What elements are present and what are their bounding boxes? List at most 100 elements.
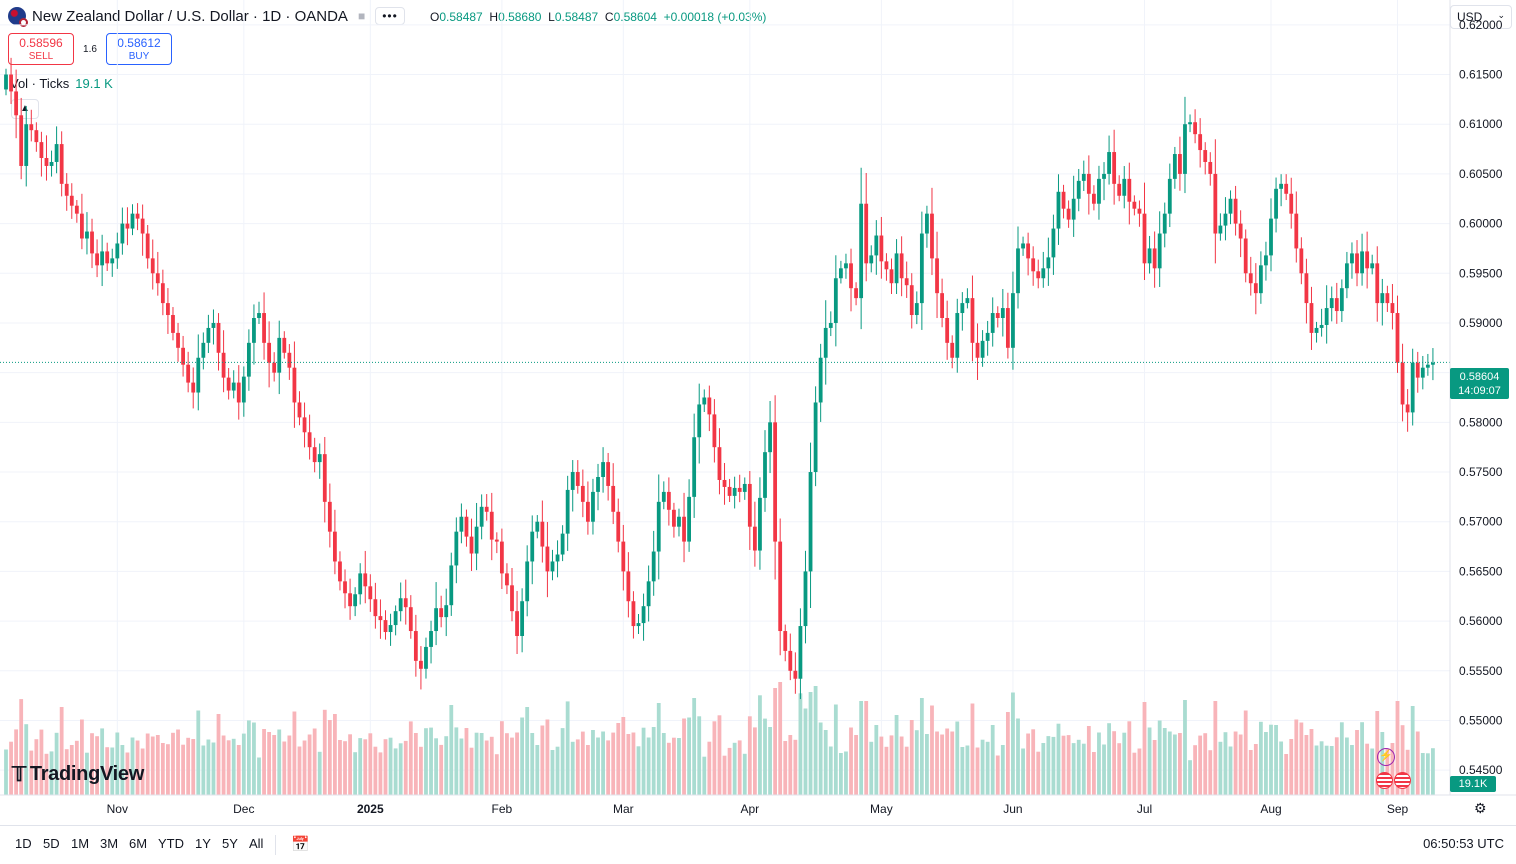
candle-body bbox=[85, 231, 89, 239]
candle-body bbox=[1167, 178, 1172, 214]
volume-bar bbox=[125, 752, 130, 795]
currency-selector[interactable]: USD ⌄ bbox=[1450, 5, 1512, 29]
time-axis: Nov Dec 2025 Feb Mar Apr May Jun Jul Aug Sep bbox=[0, 794, 1516, 816]
candle-body bbox=[1375, 263, 1380, 304]
candle-body bbox=[525, 561, 530, 602]
volume-bar bbox=[1431, 748, 1435, 795]
candle-body bbox=[489, 511, 494, 540]
volume-bar bbox=[186, 737, 191, 795]
volume-bar bbox=[1425, 753, 1430, 795]
volume-bar bbox=[1066, 735, 1071, 795]
volume-bar bbox=[985, 741, 990, 795]
candle-body bbox=[125, 223, 130, 229]
volume-bar bbox=[955, 721, 960, 795]
candle-body bbox=[434, 608, 438, 632]
candle-body bbox=[110, 258, 115, 264]
volume-bar bbox=[1157, 720, 1162, 795]
candle-body bbox=[1218, 225, 1223, 234]
volume-bar bbox=[1405, 749, 1410, 795]
candle-body bbox=[1319, 324, 1324, 328]
change-value: +0.00018 (+0.03%) bbox=[663, 10, 767, 24]
volume-bar bbox=[74, 740, 79, 795]
volume-bar bbox=[145, 733, 150, 795]
volume-bar bbox=[191, 739, 196, 795]
volume-bar bbox=[1400, 725, 1405, 795]
time-tick-label: Apr bbox=[740, 802, 759, 816]
volume-bar bbox=[39, 729, 44, 795]
candle-body bbox=[798, 626, 803, 679]
candle-body bbox=[272, 362, 277, 373]
price-tick-label: 0.61500 bbox=[1459, 68, 1503, 82]
range-button-6m[interactable]: 6M bbox=[129, 836, 148, 851]
us-flag-icon bbox=[1376, 772, 1393, 789]
range-button-all[interactable]: All bbox=[249, 836, 264, 851]
lightning-icon[interactable]: ⚡ bbox=[1377, 748, 1395, 766]
volume-bar bbox=[115, 732, 120, 795]
candle-body bbox=[1061, 191, 1066, 209]
candle-body bbox=[1031, 258, 1036, 272]
volume-bar bbox=[768, 727, 772, 795]
volume-bar bbox=[1360, 722, 1364, 795]
volume-bar bbox=[333, 714, 337, 795]
candle-body bbox=[246, 342, 251, 377]
economic-events-icon[interactable] bbox=[1376, 772, 1416, 790]
candle-body bbox=[960, 303, 965, 314]
candle-body bbox=[672, 509, 676, 527]
volume-bar bbox=[550, 750, 555, 795]
symbol-name[interactable]: New Zealand Dollar / U.S. Dollar · 1D · … bbox=[32, 7, 348, 25]
volume-bar bbox=[1137, 748, 1142, 795]
symbol-title[interactable]: New Zealand Dollar / U.S. Dollar · 1D · … bbox=[8, 7, 405, 27]
candle-body bbox=[1092, 193, 1096, 204]
candle-body bbox=[297, 402, 302, 418]
volume-bar bbox=[631, 732, 636, 795]
volume-bar bbox=[267, 732, 272, 795]
candle-body bbox=[980, 340, 985, 358]
utc-clock[interactable]: 06:50:53 UTC bbox=[1423, 836, 1504, 851]
volume-bar bbox=[849, 727, 853, 795]
candle-body bbox=[454, 531, 459, 566]
candle-body bbox=[252, 318, 256, 343]
low-value: 0.58487 bbox=[554, 10, 599, 24]
candle-body bbox=[150, 258, 155, 274]
candle-body bbox=[322, 454, 327, 502]
volume-bar bbox=[1233, 731, 1238, 795]
sell-button[interactable]: 0.58596 SELL bbox=[8, 33, 74, 65]
candle-body bbox=[1339, 288, 1344, 312]
range-button-5d[interactable]: 5D bbox=[43, 836, 60, 851]
range-button-1m[interactable]: 1M bbox=[71, 836, 90, 851]
volume-bar bbox=[322, 709, 327, 795]
candle-body bbox=[1385, 293, 1390, 304]
volume-bar bbox=[246, 720, 251, 795]
square-icon[interactable]: ■ bbox=[357, 9, 366, 23]
candle-body bbox=[732, 487, 737, 496]
volume-bar bbox=[1415, 731, 1420, 795]
price-tick-label: 0.57000 bbox=[1459, 515, 1503, 529]
candle-body bbox=[550, 561, 555, 572]
volume-bar bbox=[884, 746, 889, 795]
range-button-1d[interactable]: 1D bbox=[15, 836, 32, 851]
volume-bars bbox=[4, 682, 1435, 795]
candle-body bbox=[712, 414, 717, 448]
candle-body bbox=[1289, 193, 1294, 214]
gear-icon[interactable]: ⚙ bbox=[1474, 800, 1487, 816]
candle-body bbox=[586, 501, 590, 522]
tradingview-logo[interactable]: 𝕋 TradingView bbox=[12, 762, 144, 787]
volume-bar bbox=[641, 727, 646, 795]
range-button-5y[interactable]: 5Y bbox=[222, 836, 238, 851]
range-button-3m[interactable]: 3M bbox=[100, 836, 119, 851]
candle-body bbox=[1400, 362, 1405, 405]
volume-bar bbox=[54, 732, 59, 795]
range-button-ytd[interactable]: YTD bbox=[158, 836, 184, 851]
volume-bar bbox=[403, 740, 408, 795]
range-button-1y[interactable]: 1Y bbox=[195, 836, 211, 851]
volume-bar bbox=[383, 739, 388, 795]
buy-button[interactable]: 0.58612 BUY bbox=[106, 33, 172, 65]
candle-body bbox=[575, 472, 580, 486]
calendar-icon[interactable]: 📅 bbox=[291, 836, 310, 853]
volume-bar bbox=[950, 731, 955, 795]
candle-body bbox=[130, 213, 135, 229]
candle-body bbox=[889, 269, 894, 284]
price-chart[interactable]: 0.62000 0.61500 0.61000 0.60500 0.60000 0.595… bbox=[0, 0, 1516, 825]
candle-body bbox=[995, 313, 1000, 318]
candle-body bbox=[211, 322, 216, 328]
